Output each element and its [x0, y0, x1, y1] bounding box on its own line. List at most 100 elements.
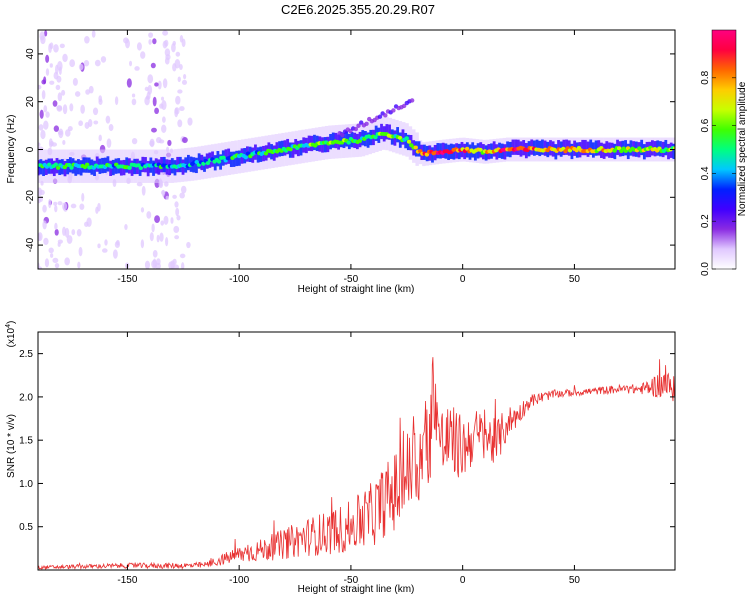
heatmap-band — [401, 129, 405, 145]
heatmap-band — [492, 141, 496, 157]
heatmap-speckle — [183, 73, 187, 80]
snr-x-axis: -150 -100 -50 0 50 — [117, 332, 580, 586]
heatmap-band — [313, 134, 316, 151]
snr-y-tick-label: 2.5 — [19, 349, 33, 360]
heatmap-speckle — [69, 59, 76, 68]
heatmap-speckle — [91, 30, 96, 38]
heatmap-speckle — [45, 111, 50, 118]
heatmap-speckle — [106, 138, 112, 148]
heatmap-speckle — [136, 42, 142, 51]
heatmap-speckle — [52, 100, 58, 107]
heatmap-speckle — [152, 38, 157, 45]
spectrogram-y-axis: -40 -20 0 20 40 — [25, 48, 675, 252]
heatmap-band — [291, 142, 295, 158]
snr-panel: -150 -100 -50 0 50 0.5 1.0 1.5 2.0 2.5 Height of… — [5, 321, 676, 595]
heatmap-speckle — [44, 30, 48, 37]
colorbar-tick-label: 0.4 — [700, 166, 711, 180]
spectrogram-x-label: Height of straight line (km) — [298, 284, 415, 295]
heatmap-speckle — [48, 138, 53, 148]
heatmap-band — [388, 124, 391, 140]
spectrogram-y-tick-label: -20 — [25, 190, 36, 205]
heatmap-speckle — [154, 82, 159, 87]
heatmap-ridge-cell — [623, 148, 629, 153]
snr-multiplier-exp: 4 — [5, 324, 12, 328]
heatmap-branch-cell — [383, 113, 388, 118]
heatmap-band — [535, 139, 539, 155]
heatmap-band — [396, 127, 400, 143]
heatmap-speckle — [98, 95, 103, 103]
heatmap-ridge-cell — [373, 135, 378, 140]
heatmap-band — [130, 160, 134, 176]
heatmap-speckle — [114, 96, 119, 106]
heatmap-band — [380, 123, 383, 140]
heatmap-band — [237, 150, 241, 166]
heatmap-speckle — [54, 205, 58, 213]
heatmap-speckle — [105, 115, 111, 124]
heatmap-speckle — [61, 89, 66, 96]
heatmap-speckle — [39, 189, 45, 196]
heatmap-speckle — [93, 120, 99, 125]
heatmap-speckle — [149, 138, 155, 148]
heatmap-speckle — [66, 235, 73, 244]
heatmap-speckle — [159, 232, 164, 242]
heatmap-speckle — [101, 248, 108, 253]
heatmap-speckle — [157, 80, 162, 90]
heatmap-band — [436, 143, 440, 159]
heatmap-speckle — [50, 253, 54, 258]
heatmap-speckle — [179, 106, 185, 112]
heatmap-speckle — [164, 39, 169, 47]
heatmap-speckle — [126, 78, 132, 88]
heatmap-band — [74, 160, 78, 176]
spectrogram-y-tick-label: 40 — [25, 48, 36, 60]
spectrogram-x-tick-label: -50 — [344, 274, 359, 285]
heatmap-speckle — [100, 56, 107, 63]
colorbar-label: Normalized spectral amplitude — [737, 81, 748, 216]
snr-y-multiplier: (x104) — [5, 321, 17, 348]
heatmap-speckle — [161, 96, 165, 101]
heatmap-speckle — [48, 43, 52, 54]
snr-multiplier-close: ) — [6, 321, 17, 324]
heatmap-ridge-cell — [127, 165, 132, 170]
snr-y-tick-label: 1.5 — [19, 436, 33, 447]
heatmap-speckle — [92, 107, 99, 116]
heatmap-speckle — [84, 221, 89, 227]
heatmap-speckle — [67, 126, 73, 132]
heatmap-speckle — [151, 223, 155, 233]
heatmap-ridge-cell — [53, 162, 59, 167]
heatmap-band — [605, 141, 609, 157]
spectrogram-x-tick-label: -150 — [117, 274, 137, 285]
heatmap-speckle — [104, 239, 108, 246]
heatmap-speckle — [54, 229, 59, 236]
heatmap-speckle — [64, 129, 71, 137]
heatmap-speckle — [84, 36, 90, 44]
heatmap-speckle — [147, 74, 154, 84]
heatmap-speckle — [59, 43, 65, 49]
heatmap-speckle — [62, 53, 68, 63]
heatmap-branch-cell — [356, 123, 361, 128]
heatmap-band — [197, 153, 201, 169]
heatmap-ridge-cell — [616, 146, 622, 151]
heatmap-band — [570, 143, 574, 160]
heatmap-speckle — [165, 237, 169, 247]
heatmap-band — [417, 141, 421, 157]
heatmap-speckle — [160, 220, 165, 226]
heatmap-speckle — [56, 75, 62, 83]
heatmap-speckle — [140, 51, 146, 59]
heatmap-band — [503, 144, 507, 160]
heatmap-speckle — [174, 235, 180, 240]
spectrogram-marks — [38, 30, 675, 269]
heatmap-branch-cell — [409, 98, 415, 103]
colorbar-tick-label: 0.8 — [700, 70, 711, 84]
heatmap-band — [323, 137, 327, 153]
heatmap-branch-cell — [364, 121, 369, 126]
heatmap-speckle — [175, 207, 180, 217]
heatmap-speckle — [162, 78, 168, 89]
heatmap-speckle — [43, 237, 49, 245]
heatmap-band — [224, 149, 228, 165]
heatmap-speckle — [41, 89, 46, 100]
heatmap-speckle — [53, 201, 58, 206]
heatmap-ridge-cell — [424, 152, 430, 157]
heatmap-speckle — [94, 59, 101, 67]
heatmap-band — [409, 134, 413, 151]
heatmap-speckle — [186, 241, 191, 249]
